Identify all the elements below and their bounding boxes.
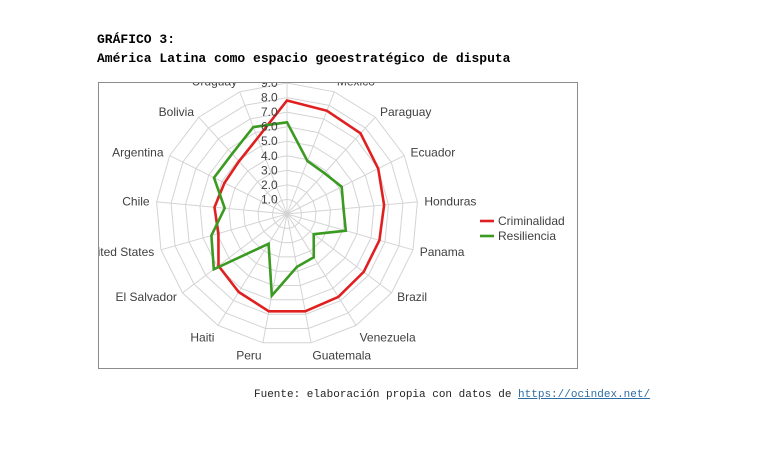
grid-spoke	[156, 201, 288, 215]
grid-ring	[242, 169, 332, 258]
category-label: United States	[99, 245, 154, 259]
category-label: Brazil	[397, 290, 427, 304]
figure-label: GRÁFICO 3:	[97, 32, 176, 47]
radar-chart: 1.02.03.04.05.06.07.08.09.0ColombiaMexic…	[99, 83, 565, 363]
series-line-resiliencia	[210, 120, 348, 299]
legend-label: Resiliencia	[498, 229, 556, 243]
category-label: Uruguay	[192, 83, 237, 88]
tick-label: 8.0	[261, 91, 278, 105]
figure-heading: GRÁFICO 3: América Latina como espacio g…	[97, 30, 510, 68]
figure-title: América Latina como espacio geoestratégi…	[97, 51, 511, 66]
grid-ring	[271, 198, 303, 229]
tick-label: 7.0	[261, 105, 278, 119]
grid-spoke	[286, 213, 312, 343]
category-label: Peru	[236, 349, 261, 363]
source-link[interactable]: https://ocindex.net/	[518, 389, 651, 401]
grid-spoke	[262, 213, 288, 343]
radar-chart-frame: 1.02.03.04.05.06.07.08.09.0ColombiaMexic…	[98, 82, 578, 369]
category-label: Haiti	[190, 330, 214, 344]
category-label: Mexico	[337, 83, 375, 88]
category-label: Panama	[420, 245, 465, 259]
grid-spoke	[286, 201, 418, 215]
grid-ring	[156, 83, 418, 344]
category-label: El Salvador	[116, 290, 177, 304]
grid-spoke	[286, 213, 414, 251]
grid-ring	[257, 184, 317, 244]
category-label: Chile	[122, 194, 150, 208]
category-label: Bolivia	[159, 105, 195, 119]
tick-label: 1.0	[261, 192, 278, 206]
tick-label: 5.0	[261, 134, 278, 148]
tick-label: 6.0	[261, 120, 278, 134]
tick-label: 4.0	[261, 149, 278, 163]
category-label: Argentina	[112, 146, 164, 160]
grid-spoke	[286, 213, 392, 294]
grid-spoke	[286, 116, 376, 215]
category-label: Ecuador	[411, 146, 456, 160]
grid-spoke	[198, 116, 288, 215]
source-text: Fuente: elaboración propia con datos de	[254, 389, 519, 401]
source-note: Fuente: elaboración propia con datos de …	[254, 389, 650, 401]
grid-ring	[228, 155, 346, 272]
grid-spoke	[286, 213, 357, 326]
grid-spoke	[286, 91, 335, 215]
grid-ring	[170, 97, 404, 329]
tick-label: 9.0	[261, 83, 278, 90]
grid-spoke	[182, 213, 288, 294]
grid-spoke	[169, 155, 288, 215]
grid-ring	[213, 140, 361, 286]
grid-spoke	[286, 155, 405, 215]
grid-spoke	[239, 91, 288, 215]
tick-label: 2.0	[261, 178, 278, 192]
category-label: Honduras	[424, 194, 476, 208]
category-label: Venezuela	[360, 330, 416, 344]
category-label: Paraguay	[380, 105, 431, 119]
category-label: Guatemala	[312, 349, 371, 363]
grid-ring	[199, 126, 375, 301]
legend-label: Criminalidad	[498, 214, 565, 228]
series-line-criminalidad	[213, 99, 386, 313]
tick-label: 3.0	[261, 163, 278, 177]
grid-spoke	[217, 213, 288, 326]
grid-spoke	[160, 213, 288, 251]
